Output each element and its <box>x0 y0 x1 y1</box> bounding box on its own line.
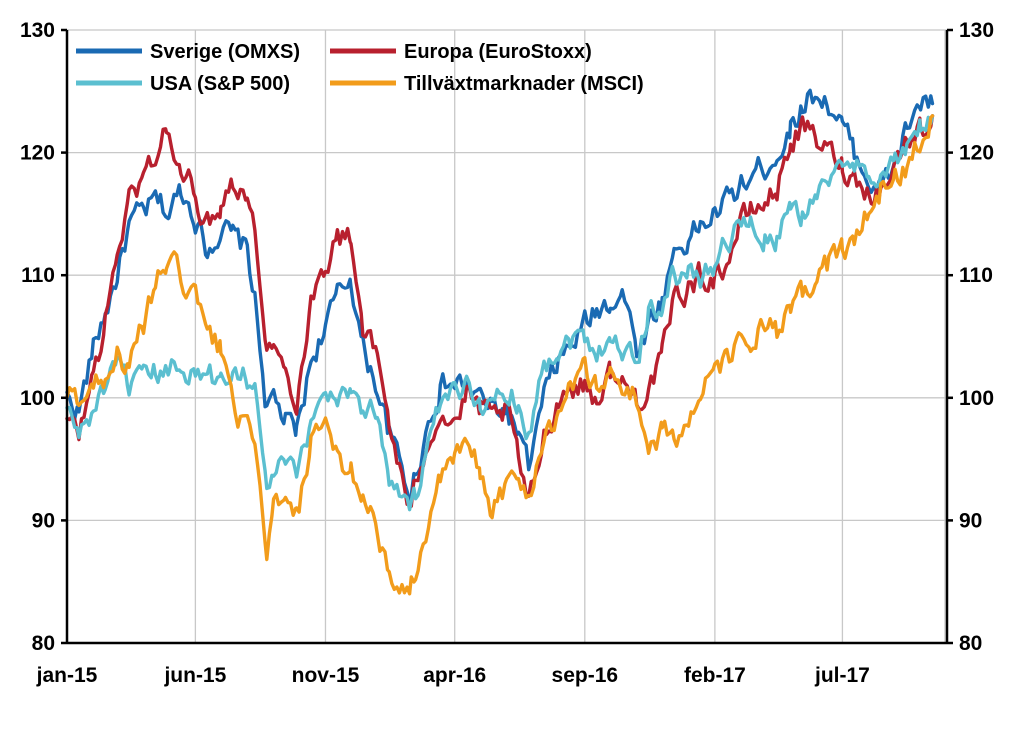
series-line-1 <box>65 114 935 508</box>
y-tick-label-right: 90 <box>959 509 982 532</box>
tick-labels: 80 80 90 90 100 100 110 110 120 120 130 130 jan-15 ju… <box>20 19 994 687</box>
legend-item-2: USA (S&P 500) <box>76 73 290 95</box>
legend-item-3: Tillväxtmarknader (MSCI) <box>330 73 644 95</box>
y-tick-label-left: 80 <box>32 632 55 655</box>
legend-item-0: Sverige (OMXS) <box>76 41 300 63</box>
y-tick-label-left: 90 <box>32 509 55 532</box>
y-tick-label-left: 120 <box>20 142 55 165</box>
y-tick-label-left: 130 <box>20 19 55 42</box>
y-tick-label-right: 110 <box>959 264 993 287</box>
legend-label: Tillväxtmarknader (MSCI) <box>404 73 644 95</box>
legend-label: USA (S&P 500) <box>150 73 290 95</box>
x-tick-label: apr-16 <box>423 664 486 687</box>
series-lines <box>65 88 935 596</box>
series-line-3 <box>65 114 935 596</box>
series-line-2 <box>65 114 935 512</box>
y-tick-label-right: 100 <box>959 387 994 410</box>
x-tick-label: jul-17 <box>814 664 870 687</box>
legend-item-1: Europa (EuroStoxx) <box>330 41 592 63</box>
x-tick-label: sep-16 <box>552 664 619 687</box>
x-tick-label: nov-15 <box>292 664 360 687</box>
gridlines <box>67 29 947 643</box>
legend-label: Europa (EuroStoxx) <box>404 41 592 63</box>
x-tick-label: jan-15 <box>36 664 98 687</box>
y-tick-label-left: 110 <box>21 264 55 287</box>
x-tick-label: feb-17 <box>684 664 746 687</box>
legend-label: Sverige (OMXS) <box>150 41 300 63</box>
legend: Sverige (OMXS) Europa (EuroStoxx) USA (S&P… <box>76 41 644 95</box>
y-tick-label-right: 80 <box>959 632 982 655</box>
y-tick-label-right: 120 <box>959 142 994 165</box>
x-tick-label: jun-15 <box>163 664 226 687</box>
y-tick-label-right: 130 <box>959 19 994 42</box>
y-tick-label-left: 100 <box>20 387 55 410</box>
axes <box>61 28 953 645</box>
